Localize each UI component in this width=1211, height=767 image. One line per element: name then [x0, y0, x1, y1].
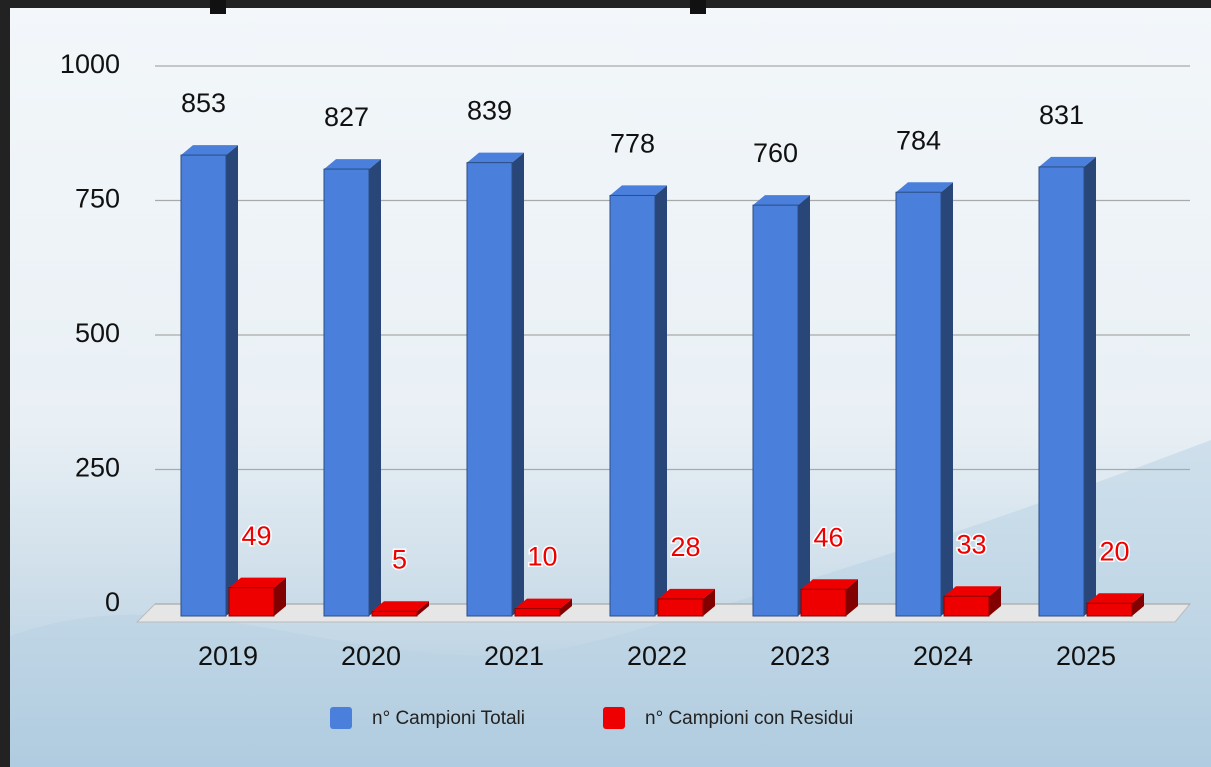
value-label: 778	[610, 129, 655, 159]
y-tick-label: 500	[75, 318, 120, 348]
bar	[324, 169, 369, 616]
value-label: 5	[392, 544, 407, 574]
x-tick-label: 2023	[770, 641, 830, 671]
bar	[610, 195, 655, 616]
value-label: 853	[181, 88, 226, 118]
x-tick-label: 2025	[1056, 641, 1116, 671]
bar	[229, 588, 274, 616]
bar	[944, 596, 989, 616]
bar-side	[1084, 157, 1096, 616]
value-label: 839	[467, 96, 512, 126]
y-tick-label: 1000	[60, 49, 120, 79]
y-tick-label: 0	[105, 587, 120, 617]
value-label: 33	[956, 529, 986, 559]
value-label: 28	[670, 532, 700, 562]
bar	[372, 611, 417, 616]
value-label: 10	[527, 542, 557, 572]
frame-top	[10, 0, 1211, 8]
bar	[181, 155, 226, 616]
bar-side	[512, 153, 524, 616]
value-label: 831	[1039, 100, 1084, 130]
value-label: 49	[241, 521, 271, 551]
x-tick-label: 2021	[484, 641, 544, 671]
value-label: 784	[896, 125, 941, 155]
bar-side	[655, 185, 667, 616]
bar-side	[226, 145, 238, 616]
y-tick-label: 250	[75, 453, 120, 483]
x-tick-label: 2019	[198, 641, 258, 671]
bar	[1087, 603, 1132, 616]
chart: 0 250 500 750 1000 2019 853 49 2020 827 5 2021 839 10…	[0, 0, 1211, 767]
legend-label: n° Campioni con Residui	[645, 708, 853, 729]
title-fragment	[210, 0, 226, 14]
bar	[515, 609, 560, 616]
x-tick-label: 2020	[341, 641, 401, 671]
bar	[753, 205, 798, 616]
legend-swatch	[330, 707, 352, 729]
x-tick-label: 2022	[627, 641, 687, 671]
legend-swatch	[603, 707, 625, 729]
frame-left	[0, 0, 10, 767]
bar	[896, 192, 941, 616]
value-label: 46	[813, 522, 843, 552]
legend-label: n° Campioni Totali	[372, 708, 525, 729]
y-tick-label: 750	[75, 184, 120, 214]
bar	[658, 599, 703, 616]
value-label: 827	[324, 102, 369, 132]
bar	[1039, 167, 1084, 616]
value-label: 760	[753, 138, 798, 168]
title-fragment	[690, 0, 706, 14]
bar-side	[941, 182, 953, 616]
bar	[801, 589, 846, 616]
x-tick-label: 2024	[913, 641, 973, 671]
page: {"chart_data": {"type": "bar3d", "catego…	[0, 0, 1211, 767]
value-label: 20	[1099, 536, 1129, 566]
bar-side	[798, 195, 810, 616]
bar-side	[369, 159, 381, 616]
bar	[467, 163, 512, 616]
